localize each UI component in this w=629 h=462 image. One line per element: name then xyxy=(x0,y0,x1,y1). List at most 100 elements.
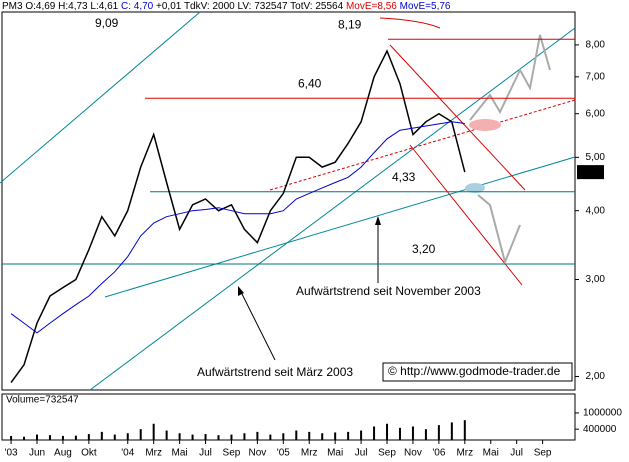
x-tick-label: Jun xyxy=(29,448,45,459)
y-tick-label: 5,00 xyxy=(586,152,606,163)
volume-bar xyxy=(243,433,246,440)
volume-bar xyxy=(87,434,90,440)
arrow-head xyxy=(375,216,381,225)
volume-bar xyxy=(191,434,194,440)
volume-bar xyxy=(100,431,103,440)
last-volume: LV: 732547 xyxy=(238,1,288,12)
x-tick-label: '06 xyxy=(432,448,445,459)
x-tick-label: '05 xyxy=(277,448,290,459)
price-line xyxy=(10,121,465,334)
volume-bar xyxy=(386,423,389,440)
y-tick-label: 1000000 xyxy=(583,408,622,419)
volume-bar xyxy=(139,429,142,440)
volume-bar xyxy=(10,435,13,440)
volume-bar xyxy=(74,435,77,440)
volume-bar xyxy=(126,433,129,440)
change: +0,01 xyxy=(156,1,182,12)
trend-line xyxy=(104,156,576,298)
arrow xyxy=(239,289,276,361)
header: PM3 O:4,69 H:4,73 L:4,61 C: 4,70 +0,01 T… xyxy=(2,1,451,12)
volume-bar xyxy=(334,432,337,440)
low: L:4,61 xyxy=(90,1,118,12)
trend-line xyxy=(269,99,576,191)
volume-frame xyxy=(1,393,576,441)
trend-line xyxy=(0,11,201,184)
annotation: Aufwärtstrend seit März 2003 xyxy=(197,365,353,379)
level-label: 6,40 xyxy=(298,76,322,90)
last-price-box xyxy=(577,165,604,180)
y-tick-label: 7,00 xyxy=(586,71,606,82)
y-tick-label: 4,00 xyxy=(586,205,606,216)
projection xyxy=(469,34,551,121)
plot-frame xyxy=(1,11,576,391)
price-line xyxy=(10,49,466,383)
volume-bar xyxy=(217,435,220,440)
tick-volume: TdkV: 2000 xyxy=(184,1,235,12)
x-tick-label: Mrz xyxy=(456,448,473,459)
volume-bar xyxy=(373,426,376,440)
volume-bar xyxy=(398,427,401,440)
volume-bar xyxy=(424,429,427,440)
ma-short: MovE=5,76 xyxy=(400,1,451,12)
volume-bar xyxy=(463,420,466,440)
high: H:4,73 xyxy=(58,1,88,12)
x-tick-label: Nov xyxy=(404,448,422,459)
volume-bar xyxy=(295,430,298,440)
volume-bar xyxy=(347,431,350,440)
x-tick-label: Sep xyxy=(223,448,241,459)
volume-bar xyxy=(61,435,64,440)
y-tick-label: 8,00 xyxy=(586,40,606,51)
header-swoosh xyxy=(379,17,441,29)
volume-bar xyxy=(321,433,324,440)
annotation: Aufwärtstrend seit November 2003 xyxy=(296,284,481,298)
y-tick-label: 6,00 xyxy=(586,108,606,119)
x-tick-label: Sep xyxy=(378,448,396,459)
open: O:4,69 xyxy=(25,1,55,12)
volume-bar xyxy=(165,430,168,440)
volume-bar xyxy=(230,434,233,440)
volume-bar xyxy=(48,435,51,440)
trend-lines xyxy=(0,11,576,391)
total-volume: TotV: 25564 xyxy=(290,1,343,12)
trend-line xyxy=(409,144,523,286)
symbol: PM3 xyxy=(2,1,23,12)
volume-bar xyxy=(450,422,453,440)
x-tick-label: '04 xyxy=(121,448,134,459)
volume-bar xyxy=(360,430,363,440)
volume-bar xyxy=(152,423,155,440)
copyright: © http://www.godmode-trader.de xyxy=(388,364,561,378)
volume-bar xyxy=(204,434,207,440)
projection xyxy=(477,194,521,266)
trend-line xyxy=(389,44,526,191)
x-tick-label: Jul xyxy=(355,448,368,459)
x-tick-label: Mai xyxy=(327,448,343,459)
volume-title: Volume=732547 xyxy=(6,395,79,406)
x-tick-label: Nov xyxy=(248,448,266,459)
last-price-label: 4,70 xyxy=(580,167,600,178)
volume-bar xyxy=(36,434,39,440)
copyright-box xyxy=(382,362,573,382)
y-tick-label: 400000 xyxy=(583,424,617,435)
x-tick-label: Jul xyxy=(510,448,523,459)
volume-bar xyxy=(113,434,116,440)
x-tick-label: Jul xyxy=(199,448,212,459)
highlight xyxy=(465,183,485,193)
annotation: 9,09 xyxy=(95,16,119,30)
level-label: 4,33 xyxy=(392,170,416,184)
x-tick-label: Mai xyxy=(172,448,188,459)
volume-bar xyxy=(437,425,440,440)
x-tick-label: '03 xyxy=(5,448,18,459)
level-label: 8,19 xyxy=(338,17,362,31)
x-tick-label: Mrz xyxy=(145,448,162,459)
x-tick-label: Okt xyxy=(81,448,97,459)
y-tick-label: 2,00 xyxy=(586,371,606,382)
highlight xyxy=(469,119,501,131)
trend-line xyxy=(89,27,576,391)
level-label: 3,20 xyxy=(412,242,436,256)
close: C: 4,70 xyxy=(121,1,154,12)
volume-bar xyxy=(411,426,414,440)
volume-bar xyxy=(282,433,285,440)
volume-bar xyxy=(178,433,181,440)
